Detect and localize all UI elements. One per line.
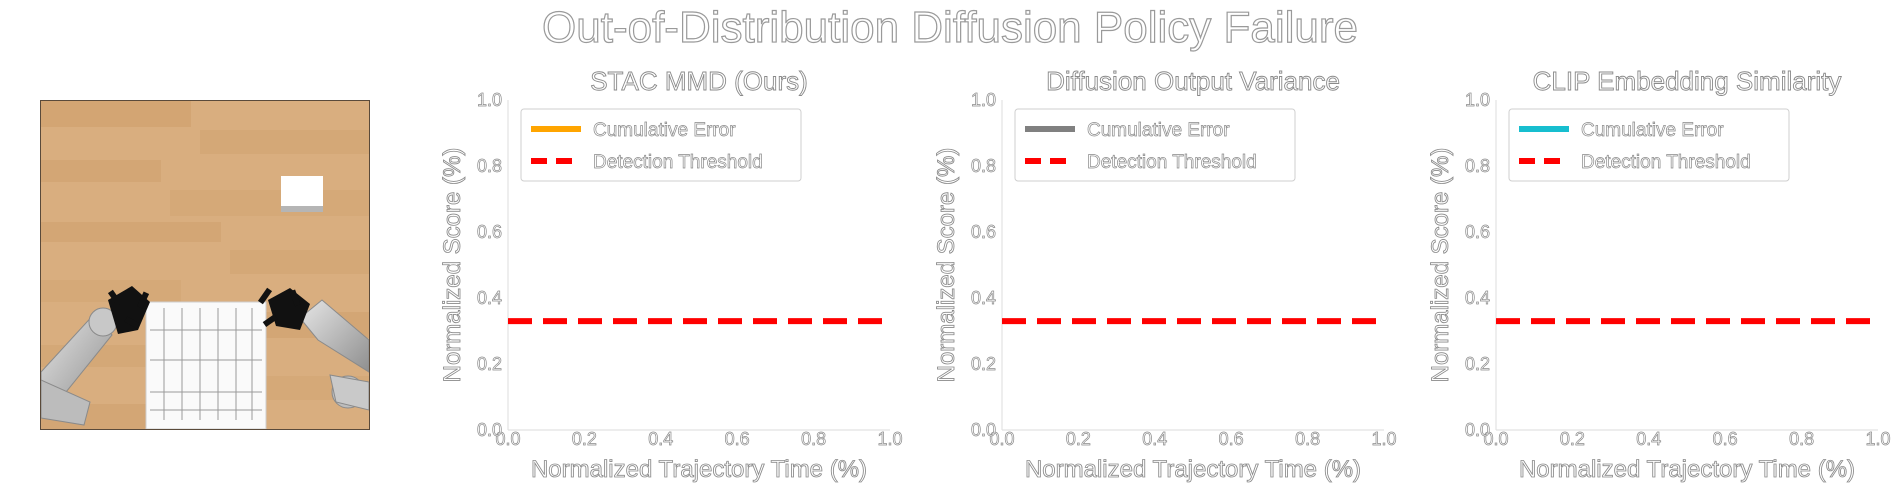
y-tick-label: 0.4 xyxy=(971,288,996,308)
y-tick-label: 0.6 xyxy=(477,222,502,242)
y-axis-label: Normalized Score (%) xyxy=(933,148,960,383)
x-tick-label: 0.2 xyxy=(1560,429,1585,449)
y-tick-label: 0.8 xyxy=(971,156,996,176)
x-tick-label: 0.6 xyxy=(725,429,750,449)
y-tick-label: 1.0 xyxy=(1465,90,1490,110)
y-axis-label: Normalized Score (%) xyxy=(439,148,466,383)
x-tick-label: 0.8 xyxy=(1295,429,1320,449)
x-tick-label: 0.8 xyxy=(1789,429,1814,449)
x-tick-label: 0.6 xyxy=(1219,429,1244,449)
x-tick-label: 0.2 xyxy=(572,429,597,449)
left-robot-arm xyxy=(41,286,150,426)
y-tick-label: 0.2 xyxy=(477,354,502,374)
x-tick-label: 0.0 xyxy=(989,429,1014,449)
chart-legend: Cumulative Error Detection Threshold xyxy=(1014,108,1296,182)
chart-title: STAC MMD (Ours) xyxy=(590,66,808,96)
x-tick-label: 0.4 xyxy=(1636,429,1661,449)
legend-label-detection-threshold: Detection Threshold xyxy=(593,152,763,173)
grid-mat xyxy=(145,301,267,429)
legend-label-cumulative-error: Cumulative Error xyxy=(1087,120,1230,141)
y-tick-label: 1.0 xyxy=(477,90,502,110)
legend-box xyxy=(1508,108,1790,182)
x-axis-label: Normalized Trajectory Time (%) xyxy=(531,456,867,483)
legend-label-detection-threshold: Detection Threshold xyxy=(1087,152,1257,173)
y-tick-label: 0.0 xyxy=(971,420,996,440)
target-box xyxy=(281,176,323,212)
x-tick-label: 1.0 xyxy=(1865,429,1890,449)
y-tick-label: 0.4 xyxy=(1465,288,1490,308)
chart-panel-2: Diffusion Output Variance 0.0 0.2 0.4 0.6 0.8… xyxy=(933,66,1397,484)
x-tick-label: 0.4 xyxy=(1142,429,1167,449)
chart-legend: Cumulative Error Detection Threshold xyxy=(520,108,802,182)
x-tick-label: 0.0 xyxy=(495,429,520,449)
x-tick-label: 1.0 xyxy=(1371,429,1396,449)
x-tick-label: 1.0 xyxy=(877,429,902,449)
charts-group: STAC MMD (Ours) 0.0 0.2 0.4 0.6 0.8 1.0 0.0 0.2 0… xyxy=(439,66,1891,484)
y-tick-label: 0.8 xyxy=(1465,156,1490,176)
y-tick-label: 0.6 xyxy=(971,222,996,242)
left-gripper xyxy=(107,286,150,334)
y-tick-label: 0.6 xyxy=(1465,222,1490,242)
y-tick-label: 0.0 xyxy=(477,420,502,440)
legend-box xyxy=(1014,108,1296,182)
y-axis-label: Normalized Score (%) xyxy=(1427,148,1454,383)
chart-legend: Cumulative Error Detection Threshold xyxy=(1508,108,1790,182)
robot-scene-image xyxy=(40,100,370,430)
y-tick-label: 0.0 xyxy=(1465,420,1490,440)
y-tick-label: 0.8 xyxy=(477,156,502,176)
y-tick-label: 1.0 xyxy=(971,90,996,110)
x-tick-label: 0.2 xyxy=(1066,429,1091,449)
legend-box xyxy=(520,108,802,182)
chart-title: CLIP Embedding Similarity xyxy=(1533,66,1842,96)
legend-label-detection-threshold: Detection Threshold xyxy=(1581,152,1751,173)
y-tick-label: 0.2 xyxy=(971,354,996,374)
legend-label-cumulative-error: Cumulative Error xyxy=(1581,120,1724,141)
x-axis-label: Normalized Trajectory Time (%) xyxy=(1519,456,1855,483)
x-tick-label: 0.6 xyxy=(1713,429,1738,449)
x-axis-label: Normalized Trajectory Time (%) xyxy=(1025,456,1361,483)
y-tick-label: 0.4 xyxy=(477,288,502,308)
x-tick-label: 0.0 xyxy=(1483,429,1508,449)
right-robot-arm xyxy=(257,287,369,411)
x-tick-label: 0.4 xyxy=(648,429,673,449)
chart-panel-1: STAC MMD (Ours) 0.0 0.2 0.4 0.6 0.8 1.0 0.0 0.2 0… xyxy=(439,66,903,484)
y-tick-label: 0.2 xyxy=(1465,354,1490,374)
legend-label-cumulative-error: Cumulative Error xyxy=(593,120,736,141)
right-gripper xyxy=(257,287,310,330)
x-tick-label: 0.8 xyxy=(801,429,826,449)
figure-suptitle: Out-of-Distribution Diffusion Policy Fai… xyxy=(542,3,1358,52)
chart-panel-3: CLIP Embedding Similarity 0.0 0.2 0.4 0.6 0.8… xyxy=(1427,66,1891,484)
chart-title: Diffusion Output Variance xyxy=(1046,66,1340,96)
